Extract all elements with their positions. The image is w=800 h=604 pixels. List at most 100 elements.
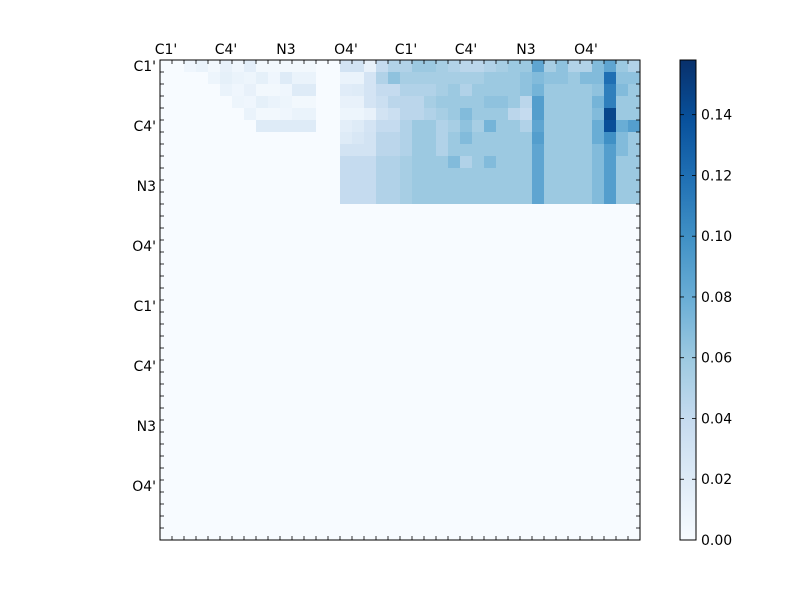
heatmap-cell xyxy=(352,84,365,97)
heatmap-cell xyxy=(196,312,209,325)
heatmap-cell xyxy=(532,348,545,361)
heatmap-cell xyxy=(292,516,305,529)
heatmap-cell xyxy=(628,396,641,409)
heatmap-cell xyxy=(220,180,233,193)
heatmap-cell xyxy=(268,252,281,265)
heatmap-cell xyxy=(400,132,413,145)
heatmap-cell xyxy=(280,252,293,265)
heatmap-cell xyxy=(532,408,545,421)
heatmap-cell xyxy=(604,108,617,121)
heatmap-cell xyxy=(184,168,197,181)
heatmap-cell xyxy=(220,384,233,397)
heatmap-cell xyxy=(532,240,545,253)
heatmap-cell xyxy=(520,336,533,349)
heatmap-cell xyxy=(484,60,497,73)
heatmap-cell xyxy=(244,432,257,445)
heatmap-cell xyxy=(472,336,485,349)
heatmap-cell xyxy=(184,384,197,397)
heatmap-cell xyxy=(544,468,557,481)
heatmap-cell xyxy=(292,300,305,313)
heatmap-cell xyxy=(172,372,185,385)
heatmap-cell xyxy=(592,276,605,289)
heatmap-cell xyxy=(388,444,401,457)
heatmap-cell xyxy=(400,432,413,445)
heatmap-cell xyxy=(592,132,605,145)
heatmap-cell xyxy=(580,192,593,205)
heatmap-cell xyxy=(196,372,209,385)
heatmap-cell xyxy=(496,264,509,277)
heatmap-cell xyxy=(448,312,461,325)
heatmap-cell xyxy=(232,528,245,541)
heatmap-cell xyxy=(364,456,377,469)
heatmap-cell xyxy=(556,456,569,469)
heatmap-cell xyxy=(496,480,509,493)
heatmap-cell xyxy=(448,96,461,109)
heatmap-cell xyxy=(340,204,353,217)
heatmap-cell xyxy=(616,528,629,541)
heatmap-cell xyxy=(364,60,377,73)
heatmap-cell xyxy=(256,324,269,337)
heatmap-cell xyxy=(232,252,245,265)
heatmap-cell xyxy=(520,408,533,421)
heatmap-cell xyxy=(460,72,473,85)
heatmap-cell xyxy=(328,420,341,433)
heatmap-cell xyxy=(424,480,437,493)
heatmap-cell xyxy=(556,60,569,73)
heatmap-cell xyxy=(448,444,461,457)
heatmap-cell xyxy=(424,72,437,85)
heatmap-cell xyxy=(196,276,209,289)
heatmap-cell xyxy=(304,492,317,505)
heatmap-cell xyxy=(628,72,641,85)
heatmap-cell xyxy=(568,108,581,121)
heatmap-cell xyxy=(376,96,389,109)
heatmap-cell xyxy=(424,336,437,349)
heatmap-cell xyxy=(436,288,449,301)
heatmap-cell xyxy=(436,432,449,445)
heatmap-cell xyxy=(484,96,497,109)
heatmap-cell xyxy=(544,288,557,301)
heatmap-cell xyxy=(604,216,617,229)
heatmap-cell xyxy=(496,408,509,421)
heatmap-cell xyxy=(388,144,401,157)
heatmap-cell xyxy=(316,516,329,529)
heatmap-cell xyxy=(208,228,221,241)
heatmap-cell xyxy=(496,288,509,301)
heatmap-cell xyxy=(184,228,197,241)
heatmap-cell xyxy=(592,240,605,253)
heatmap-cell xyxy=(304,288,317,301)
x-tick-label: C4' xyxy=(455,42,478,58)
heatmap-cell xyxy=(472,312,485,325)
heatmap-cell xyxy=(172,180,185,193)
heatmap-cell xyxy=(556,252,569,265)
heatmap-cell xyxy=(484,384,497,397)
heatmap-cell xyxy=(544,300,557,313)
heatmap-cell xyxy=(496,72,509,85)
heatmap-cell xyxy=(424,216,437,229)
heatmap-cell xyxy=(220,408,233,421)
heatmap-cell xyxy=(316,180,329,193)
heatmap-cell xyxy=(460,432,473,445)
heatmap-cell xyxy=(412,192,425,205)
heatmap-cell xyxy=(268,168,281,181)
heatmap-cell xyxy=(568,432,581,445)
heatmap-cell xyxy=(472,264,485,277)
heatmap-cell xyxy=(592,396,605,409)
heatmap-cell xyxy=(604,516,617,529)
heatmap-cell xyxy=(244,72,257,85)
heatmap-cell xyxy=(616,300,629,313)
heatmap-cell xyxy=(568,84,581,97)
heatmap-cell xyxy=(352,360,365,373)
heatmap-cell xyxy=(184,324,197,337)
heatmap-cell xyxy=(280,132,293,145)
heatmap-cell xyxy=(268,444,281,457)
heatmap-cell xyxy=(556,492,569,505)
heatmap-cell xyxy=(376,444,389,457)
heatmap-cell xyxy=(460,96,473,109)
heatmap-cell xyxy=(616,264,629,277)
heatmap-cell xyxy=(568,132,581,145)
heatmap-cell xyxy=(448,120,461,133)
heatmap-cell xyxy=(304,96,317,109)
heatmap-cell xyxy=(616,396,629,409)
heatmap-cell xyxy=(220,144,233,157)
heatmap-cell xyxy=(220,324,233,337)
